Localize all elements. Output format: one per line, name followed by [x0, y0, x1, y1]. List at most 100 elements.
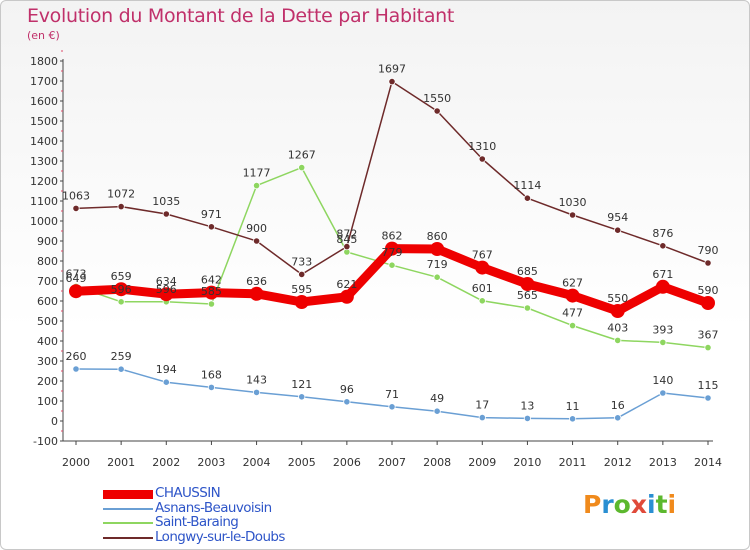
data-point — [614, 336, 622, 344]
data-label: 1550 — [423, 92, 451, 105]
data-label: 115 — [698, 379, 719, 392]
data-label: 143 — [246, 373, 267, 386]
y-tick-label: 700 — [37, 275, 58, 288]
logo-letter: i — [647, 490, 656, 519]
data-point — [704, 343, 712, 352]
data-label: 393 — [652, 323, 673, 336]
data-label: 601 — [472, 282, 493, 295]
data-label: 17 — [475, 399, 489, 412]
legend-swatch — [103, 536, 153, 539]
data-point — [117, 365, 125, 373]
y-tick-label: 200 — [37, 375, 58, 388]
data-label: 1114 — [513, 179, 541, 192]
data-point — [478, 413, 486, 422]
x-tick-label: 2002 — [152, 456, 180, 469]
x-tick-label: 2012 — [604, 456, 632, 469]
y-tick-label: 1800 — [30, 55, 58, 68]
data-point — [701, 296, 715, 310]
y-tick-label: 1300 — [30, 155, 58, 168]
data-label: 140 — [652, 374, 673, 387]
logo-letter: i — [667, 490, 677, 519]
data-label: 168 — [201, 368, 222, 381]
data-label: 636 — [246, 275, 267, 288]
logo-letter: r — [601, 490, 614, 519]
data-label: 779 — [382, 246, 403, 259]
logo-letter: o — [613, 490, 631, 519]
data-point — [614, 226, 622, 234]
data-label: 719 — [427, 258, 448, 271]
y-tick-label: 300 — [37, 355, 58, 368]
data-label: 13 — [520, 399, 534, 412]
data-label: 11 — [566, 400, 580, 413]
data-label: 477 — [562, 307, 583, 320]
data-point — [433, 107, 441, 115]
data-label: 954 — [607, 211, 628, 224]
data-point — [430, 242, 445, 256]
data-label: 659 — [111, 270, 132, 283]
data-label: 49 — [430, 392, 444, 405]
data-label: 565 — [517, 289, 538, 302]
data-label: 790 — [698, 244, 719, 257]
y-tick-label: 1100 — [30, 195, 58, 208]
data-label: 1035 — [152, 195, 180, 208]
data-label: 596 — [156, 283, 177, 296]
data-label: 634 — [156, 275, 177, 288]
proxiti-logo: Proxiti — [583, 490, 676, 519]
data-point — [523, 194, 532, 202]
data-label: 1267 — [288, 149, 316, 162]
data-point — [704, 394, 712, 402]
x-tick-label: 2013 — [649, 456, 677, 469]
data-label: 971 — [201, 208, 222, 221]
data-label: 596 — [111, 283, 132, 296]
x-tick-label: 2003 — [197, 456, 225, 469]
chart-title: Evolution du Montant de la Dette par Hab… — [27, 5, 455, 27]
legend-label: Longwy-sur-le-Doubs — [155, 528, 285, 545]
data-point — [159, 287, 174, 302]
y-tick-label: -100 — [33, 435, 58, 448]
data-point — [388, 78, 396, 86]
data-point — [339, 289, 354, 304]
data-point — [294, 295, 309, 309]
data-point — [704, 259, 712, 267]
data-point — [343, 398, 351, 406]
data-label: 367 — [698, 329, 719, 342]
y-tick-label: 1500 — [30, 115, 58, 128]
data-point — [252, 388, 261, 396]
x-tick-label: 2011 — [559, 456, 587, 469]
data-label: 585 — [201, 285, 222, 298]
data-label: 642 — [201, 274, 222, 287]
data-label: 685 — [517, 265, 538, 278]
y-tick-label: 600 — [37, 295, 58, 308]
data-label: 649 — [66, 272, 87, 285]
data-label: 121 — [291, 378, 312, 391]
data-label: 673 — [66, 267, 87, 280]
data-label: 71 — [385, 388, 399, 401]
data-point — [568, 211, 577, 219]
data-point — [523, 414, 532, 422]
data-point — [614, 414, 622, 422]
data-point — [298, 164, 306, 172]
data-point — [252, 182, 261, 190]
data-point — [343, 243, 351, 251]
data-point — [298, 270, 306, 278]
y-tick-label: 0 — [51, 415, 58, 428]
data-label: 590 — [698, 284, 719, 297]
data-label: 403 — [607, 321, 628, 334]
data-label: 1072 — [107, 188, 135, 201]
data-point — [385, 241, 399, 256]
legend-label: Saint-Baraing — [155, 514, 239, 530]
data-point — [568, 321, 577, 330]
data-point — [298, 393, 306, 401]
x-tick-label: 2001 — [107, 456, 135, 469]
x-tick-label: 2006 — [333, 456, 361, 469]
data-label: 872 — [336, 228, 357, 241]
data-point — [475, 260, 490, 275]
data-point — [388, 403, 396, 411]
data-label: 862 — [382, 230, 403, 243]
x-tick-label: 2000 — [62, 456, 90, 469]
data-label: 845 — [336, 233, 357, 246]
data-point — [610, 304, 625, 318]
data-point — [117, 298, 125, 306]
data-point — [478, 297, 486, 305]
